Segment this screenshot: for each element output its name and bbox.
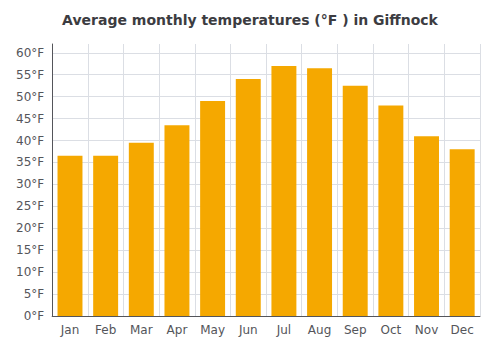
svg-text:60°F: 60°F xyxy=(16,46,44,60)
svg-text:0°F: 0°F xyxy=(24,309,45,323)
svg-text:Sep: Sep xyxy=(344,323,367,337)
svg-text:Mar: Mar xyxy=(130,323,153,337)
svg-text:Oct: Oct xyxy=(380,323,401,337)
svg-text:40°F: 40°F xyxy=(16,134,44,148)
svg-text:Jun: Jun xyxy=(238,323,258,337)
svg-text:10°F: 10°F xyxy=(16,265,44,279)
svg-text:Dec: Dec xyxy=(451,323,474,337)
svg-text:55°F: 55°F xyxy=(16,68,44,82)
svg-text:50°F: 50°F xyxy=(16,90,44,104)
svg-text:Nov: Nov xyxy=(415,323,438,337)
svg-text:Jan: Jan xyxy=(60,323,80,337)
svg-text:15°F: 15°F xyxy=(16,243,44,257)
svg-text:35°F: 35°F xyxy=(16,155,44,169)
svg-text:25°F: 25°F xyxy=(16,199,44,213)
svg-text:5°F: 5°F xyxy=(24,287,45,301)
svg-text:Jul: Jul xyxy=(276,323,291,337)
svg-text:Feb: Feb xyxy=(95,323,116,337)
svg-text:Apr: Apr xyxy=(167,323,188,337)
svg-text:20°F: 20°F xyxy=(16,221,44,235)
svg-text:30°F: 30°F xyxy=(16,177,44,191)
svg-text:45°F: 45°F xyxy=(16,112,44,126)
svg-text:Aug: Aug xyxy=(308,323,331,337)
svg-text:May: May xyxy=(200,323,225,337)
svg-text:Average monthly temperatures (: Average monthly temperatures (°F ) in Gi… xyxy=(62,12,439,28)
